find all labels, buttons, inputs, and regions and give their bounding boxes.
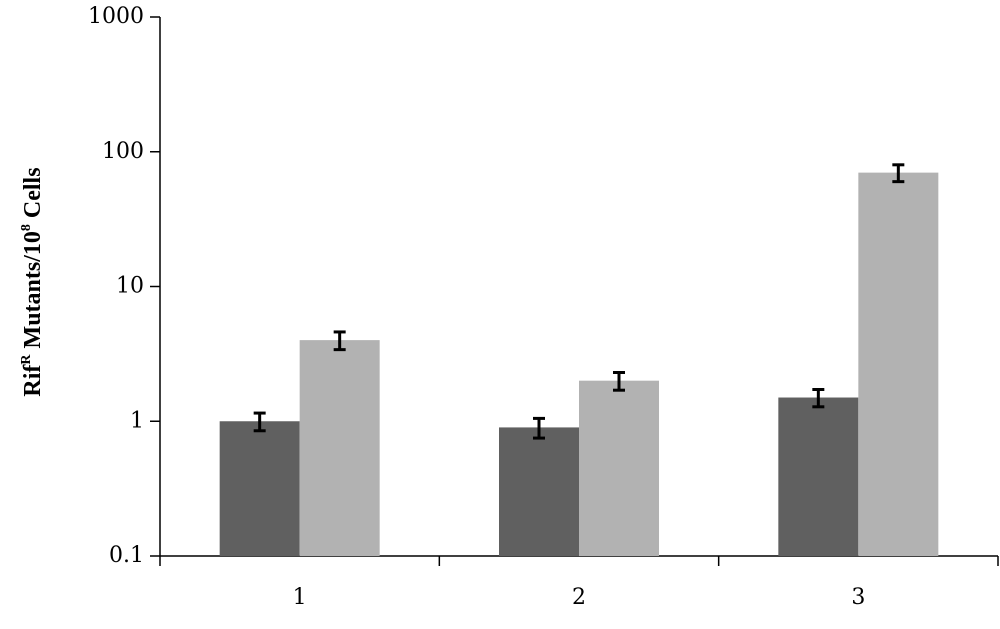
error-bar [892,163,905,184]
error-bar [333,330,346,352]
y-axis-title-part: Rif [20,364,46,397]
y-tick-label: 100 [102,139,144,164]
bar [219,421,300,556]
y-axis-title-part: R [19,354,34,365]
bar [299,340,380,556]
y-axis-title-part: Mutants/10 [20,231,46,354]
error-bar [533,416,545,440]
x-tick-label: 1 [293,585,307,610]
error-bar [613,371,625,392]
y-tick-label: 10 [116,274,144,299]
y-tick-label: 1 [130,408,144,433]
y-axis-title-part: Cells [20,167,46,224]
bar [778,397,859,556]
bar [858,172,939,556]
bar [499,427,579,556]
error-bar [253,411,266,433]
y-axis-title: RifR Mutants/108 Cells [19,167,46,396]
x-tick-label: 2 [572,585,586,610]
bar [579,380,659,556]
x-tick-label: 3 [851,585,865,610]
y-tick-label: 1000 [88,4,144,29]
y-axis-title-part: 8 [19,224,34,231]
error-bar [812,388,825,409]
y-tick-label: 0.1 [109,543,144,568]
